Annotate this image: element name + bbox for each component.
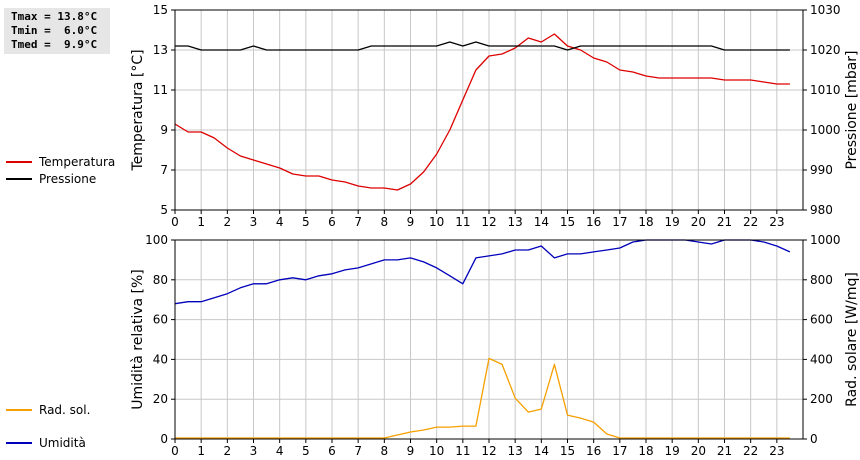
x-tick-label: 13 [508,215,523,229]
x-tick-label: 10 [429,444,444,458]
x-tick-label: 16 [586,215,601,229]
x-tick-label: 6 [328,215,336,229]
chart-temperature-pressure: 0 1 2 3 4 5 6 7 8 9 10 11 12 13 14 15 16 17 18 19 20 21 22 2357… [130,3,860,229]
x-tick-label: 12 [481,444,496,458]
plot-frame [174,9,804,211]
x-tick-label: 5 [302,444,310,458]
y-tick-label-right: 400 [810,352,833,366]
series-line-pressione [175,41,790,51]
legend-label-umidita: Umidità [39,436,86,450]
x-tick-label: 22 [743,215,758,229]
x-tick-label: 1 [197,215,205,229]
x-tick-label: 0 [171,215,179,229]
x-tick-label: 22 [743,444,758,458]
x-tick-label: 3 [250,444,258,458]
stats-box: Tmax = 13.8°C Tmin = 6.0°C Tmed = 9.9°C [4,8,110,54]
x-tick-label: 6 [328,444,336,458]
y-tick-label-right: 0 [810,432,818,446]
x-tick-label: 7 [354,215,362,229]
y-tick-label-left: 11 [153,83,168,97]
x-tick-label: 9 [407,215,415,229]
x-tick-label: 14 [534,444,549,458]
stat-tmed: Tmed = 9.9°C [11,38,98,51]
x-tick-label: 21 [717,444,732,458]
y-tick-label-right: 1000 [810,233,841,247]
x-tick-label: 4 [276,215,284,229]
y-tick-label-left: 100 [145,233,168,247]
x-tick-label: 13 [508,444,523,458]
x-tick-label: 7 [354,444,362,458]
x-tick-label: 0 [171,444,179,458]
y-tick-label-left: 7 [160,163,168,177]
y-axis-title-left: Temperatura [°C] [130,49,146,171]
x-tick-label: 2 [224,215,232,229]
legend-swatch-pressione [6,178,32,180]
y-tick-label-right: 1010 [810,83,841,97]
y-tick-label-left: 80 [153,273,168,287]
y-axis-title-right: Rad. solare [W/mq] [844,272,860,407]
y-tick-label-left: 0 [160,432,168,446]
x-tick-label: 10 [429,215,444,229]
y-tick-label-left: 20 [153,392,168,406]
x-tick-label: 8 [381,215,389,229]
x-tick-label: 11 [455,444,470,458]
x-tick-label: 17 [612,444,627,458]
x-tick-label: 1 [197,444,205,458]
y-tick-label-right: 600 [810,313,833,327]
x-tick-label: 9 [407,444,415,458]
y-tick-label-right: 1020 [810,43,841,57]
series-line-temperatura [174,33,790,191]
plot-frame [174,239,804,440]
y-tick-label-left: 60 [153,313,168,327]
legend-swatch-rad-sol [6,409,32,411]
y-tick-label-right: 1030 [810,3,841,17]
x-tick-label: 11 [455,215,470,229]
y-tick-label-left: 5 [160,203,168,217]
y-axis-title-right: Pressione [mbar] [844,50,860,169]
series-line-umidit [174,239,791,305]
x-tick-label: 4 [276,444,284,458]
y-tick-label-left: 9 [160,123,168,137]
legend-label-temperatura: Temperatura [39,155,116,169]
x-tick-label: 20 [691,215,706,229]
chart-humidity-radiation: 0 1 2 3 4 5 6 7 8 9 10 11 12 13 14 15 16 17 18 19 20 21 22 2302… [130,233,860,458]
x-tick-label: 15 [560,444,575,458]
x-tick-label: 14 [534,215,549,229]
y-axis-title-left: Umidità relativa [%] [130,269,146,410]
y-tick-label-right: 200 [810,392,833,406]
x-tick-label: 20 [691,444,706,458]
x-tick-label: 19 [665,444,680,458]
x-tick-label: 3 [250,215,258,229]
x-tick-label: 15 [560,215,575,229]
legend-label-rad-sol: Rad. sol. [39,403,91,417]
x-tick-label: 23 [769,444,784,458]
x-tick-label: 16 [586,444,601,458]
y-tick-label-left: 40 [153,352,168,366]
x-tick-label: 19 [665,215,680,229]
stat-tmin: Tmin = 6.0°C [11,24,98,37]
x-tick-label: 8 [381,444,389,458]
x-tick-label: 5 [302,215,310,229]
legend-swatch-umidita [6,442,32,444]
y-tick-label-right: 990 [810,163,833,177]
y-tick-label-right: 800 [810,273,833,287]
legend-swatch-temperatura [6,161,32,163]
x-tick-label: 17 [612,215,627,229]
y-tick-label-right: 980 [810,203,833,217]
x-tick-label: 18 [638,215,653,229]
x-tick-label: 2 [224,444,232,458]
x-tick-label: 12 [481,215,496,229]
y-tick-label-right: 1000 [810,123,841,137]
x-tick-label: 21 [717,215,732,229]
y-tick-label-left: 15 [153,3,168,17]
x-tick-label: 18 [638,444,653,458]
stat-tmax: Tmax = 13.8°C [11,10,98,23]
legend-label-pressione: Pressione [39,172,97,186]
series-line-rad-sol [175,357,790,439]
y-tick-label-left: 13 [153,43,168,57]
x-tick-label: 23 [769,215,784,229]
